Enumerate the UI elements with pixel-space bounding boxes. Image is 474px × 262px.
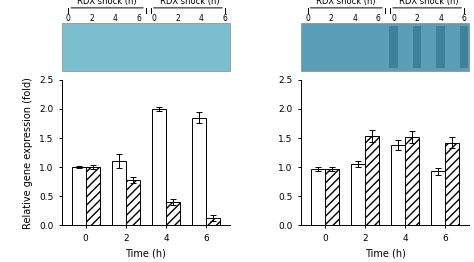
Text: 4: 4 (438, 14, 443, 24)
Text: 2: 2 (329, 14, 334, 24)
Bar (325, 169, 339, 225)
Bar (192, 118, 206, 225)
Bar (431, 171, 445, 225)
Bar (437, 26, 445, 68)
Y-axis label: Relative gene expression (fold): Relative gene expression (fold) (23, 77, 33, 228)
Text: 0: 0 (391, 14, 396, 24)
Bar (391, 145, 405, 225)
Bar (86, 167, 100, 225)
Bar (72, 167, 86, 225)
Bar (112, 161, 126, 225)
Text: 6: 6 (137, 14, 142, 24)
Bar (405, 137, 419, 225)
Text: 0: 0 (152, 14, 157, 24)
Bar (62, 23, 230, 71)
Text: 6: 6 (376, 14, 381, 24)
Text: RDX shock (h): RDX shock (h) (317, 0, 376, 6)
Text: 6: 6 (223, 14, 228, 24)
Text: RDX shock (h): RDX shock (h) (399, 0, 459, 6)
Text: 4: 4 (352, 14, 357, 24)
Bar (311, 169, 325, 225)
Bar (365, 136, 379, 225)
Text: 6: 6 (462, 14, 466, 24)
Bar (389, 26, 398, 68)
Text: 0: 0 (305, 14, 310, 24)
Text: RDX shock (h): RDX shock (h) (160, 0, 219, 6)
Bar (445, 143, 459, 225)
Bar (206, 218, 220, 225)
Text: 2: 2 (90, 14, 94, 24)
Bar (301, 23, 469, 71)
Bar (126, 180, 140, 225)
Bar (460, 26, 468, 68)
Text: 4: 4 (199, 14, 204, 24)
Text: 0: 0 (66, 14, 71, 24)
Text: RDX shock (h): RDX shock (h) (77, 0, 137, 6)
Bar (351, 164, 365, 225)
Text: 2: 2 (175, 14, 180, 24)
X-axis label: Time (h): Time (h) (365, 248, 405, 258)
Text: 2: 2 (415, 14, 419, 24)
Bar (413, 26, 421, 68)
Bar (166, 202, 180, 225)
Text: 4: 4 (113, 14, 118, 24)
X-axis label: Time (h): Time (h) (126, 248, 166, 258)
Bar (152, 109, 166, 225)
